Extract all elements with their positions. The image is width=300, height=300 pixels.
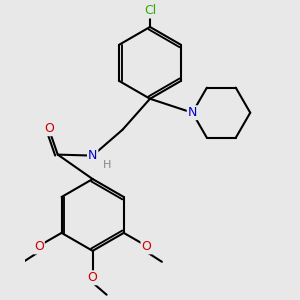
Text: O: O: [88, 271, 98, 284]
Text: N: N: [88, 149, 97, 162]
Text: O: O: [44, 122, 54, 135]
Text: Cl: Cl: [144, 4, 156, 17]
Text: O: O: [142, 240, 152, 254]
Text: N: N: [188, 106, 197, 119]
Text: O: O: [34, 240, 44, 254]
Text: H: H: [102, 160, 111, 170]
